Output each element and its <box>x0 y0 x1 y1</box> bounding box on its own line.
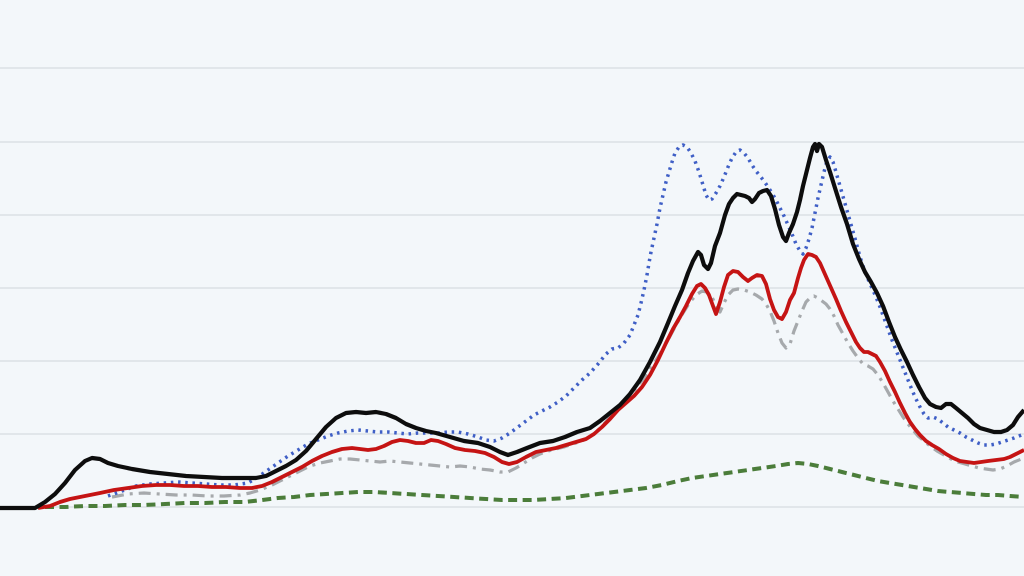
series-red-solid-line <box>37 252 1024 510</box>
gridlines <box>0 67 1024 508</box>
series-black-solid-line <box>0 141 1024 511</box>
series-blue-dotted-line <box>107 143 1024 498</box>
